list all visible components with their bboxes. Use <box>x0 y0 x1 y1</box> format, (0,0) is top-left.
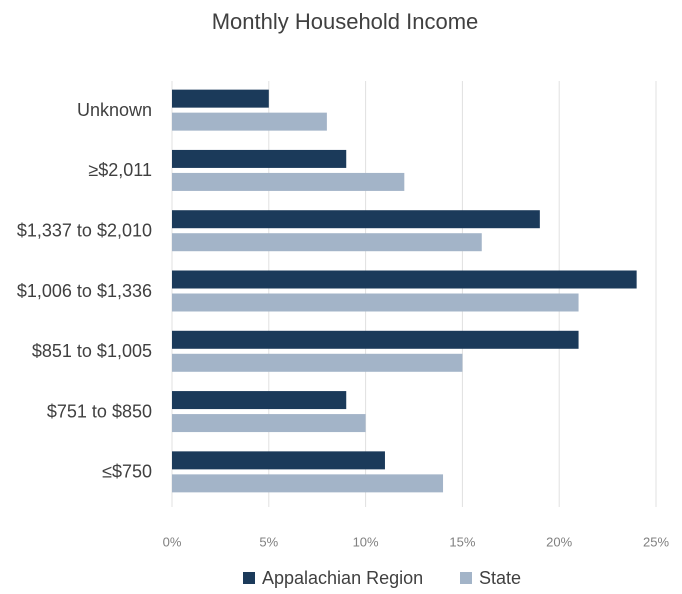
legend-label: Appalachian Region <box>262 568 423 588</box>
bar <box>172 353 463 372</box>
bar <box>172 210 540 229</box>
y-tick-label: Unknown <box>77 100 152 120</box>
bar <box>172 149 347 168</box>
bar <box>172 172 405 191</box>
x-tick-label: 5% <box>259 534 278 549</box>
y-tick-label: $751 to $850 <box>47 401 152 421</box>
x-tick-label: 10% <box>353 534 379 549</box>
x-tick-label: 20% <box>546 534 572 549</box>
x-tick-label: 25% <box>643 534 669 549</box>
x-tick-label: 15% <box>449 534 475 549</box>
bar <box>172 474 444 493</box>
bar <box>172 112 327 131</box>
legend-label: State <box>479 568 521 588</box>
bar <box>172 330 579 349</box>
bar <box>172 89 269 108</box>
bar <box>172 233 482 252</box>
bar <box>172 414 366 433</box>
chart-title: Monthly Household Income <box>212 9 479 34</box>
bar <box>172 391 347 410</box>
y-tick-label: $851 to $1,005 <box>32 341 152 361</box>
legend-swatch <box>460 572 472 584</box>
legend-swatch <box>243 572 255 584</box>
y-tick-label: ≤$750 <box>102 462 152 482</box>
y-tick-label: $1,337 to $2,010 <box>17 220 152 240</box>
bar <box>172 270 637 289</box>
bar <box>172 293 579 312</box>
x-tick-label: 0% <box>163 534 182 549</box>
y-tick-label: ≥$2,011 <box>88 160 152 180</box>
bar <box>172 451 385 470</box>
y-tick-label: $1,006 to $1,336 <box>17 281 152 301</box>
